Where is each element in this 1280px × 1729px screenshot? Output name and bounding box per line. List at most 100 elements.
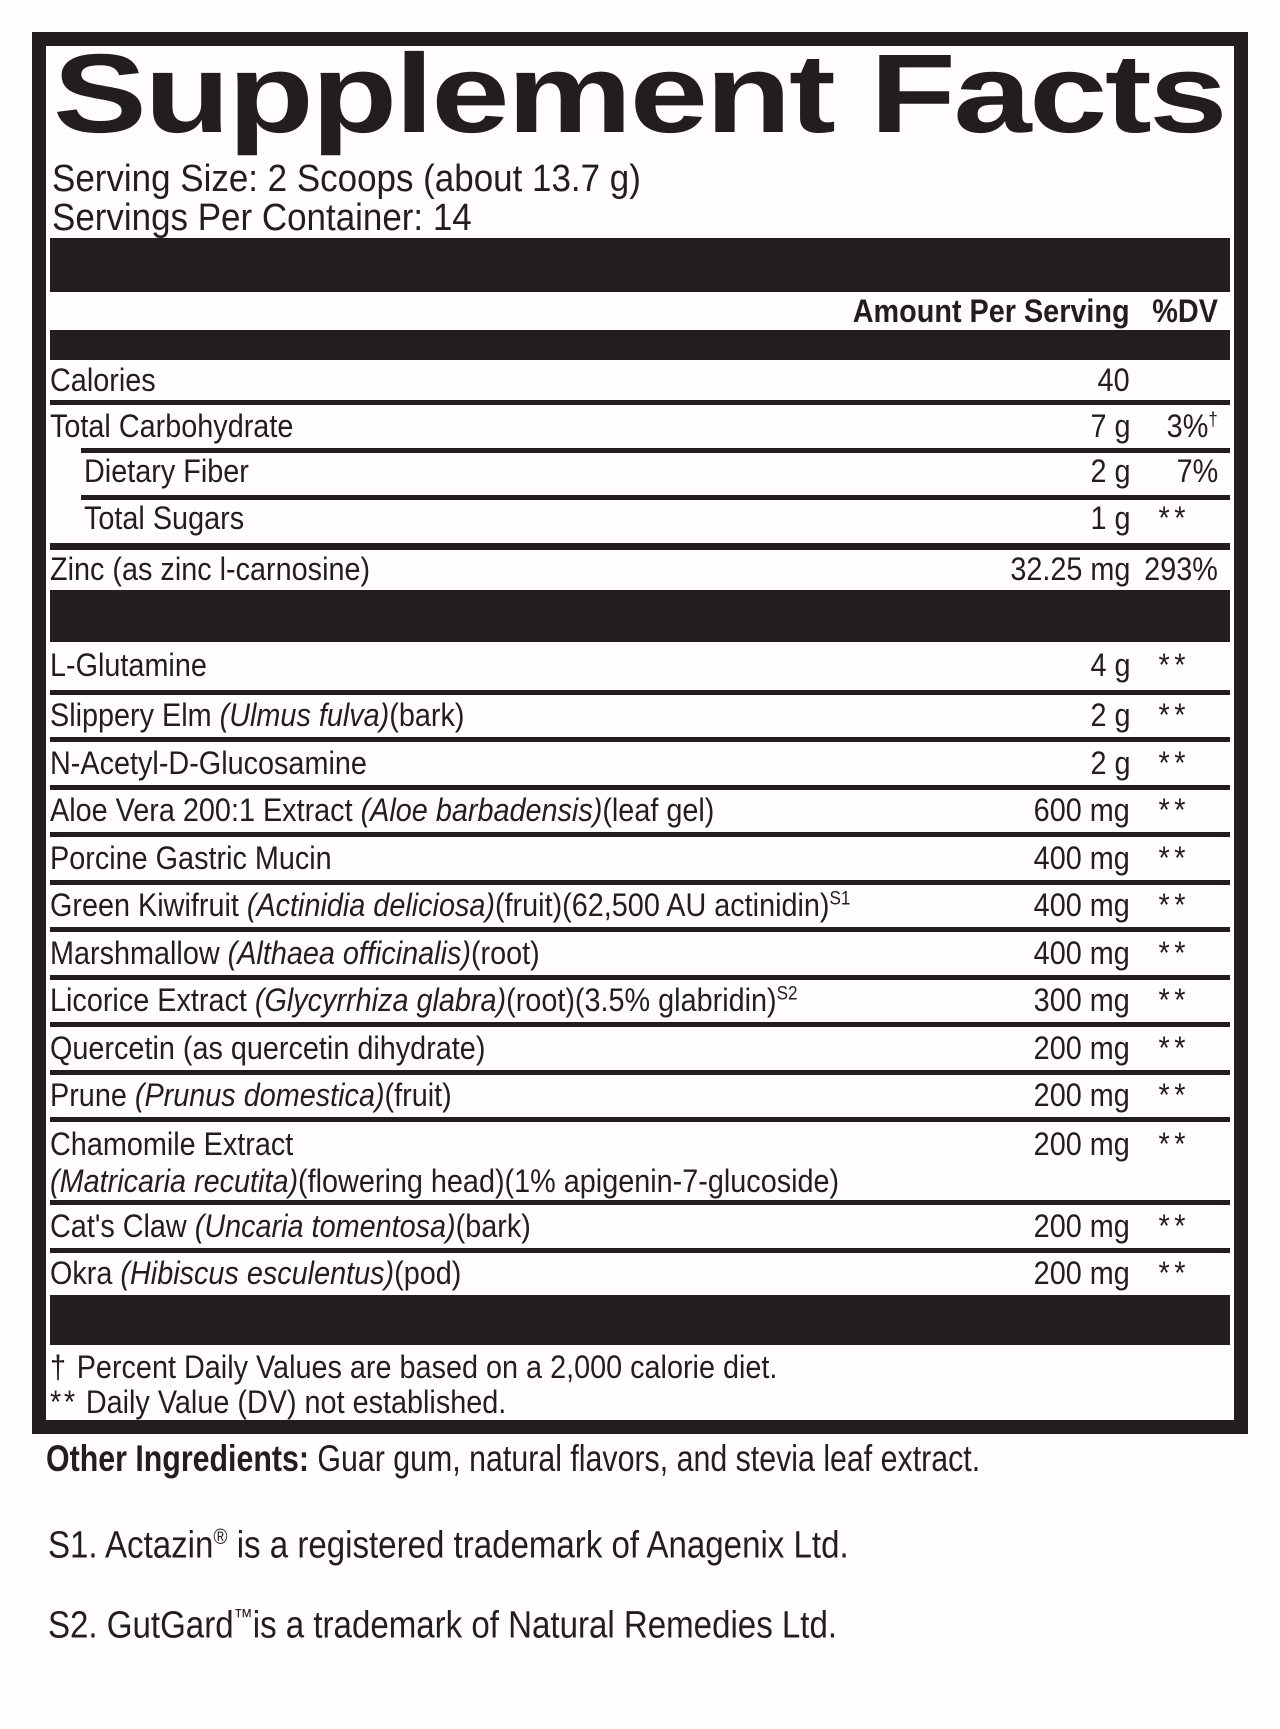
row-amount-text: 400 mg bbox=[1033, 887, 1130, 924]
row-label-text: L-Glutamine bbox=[50, 647, 207, 684]
row-dv-text: ** bbox=[1158, 1207, 1190, 1244]
label-text: S2 bbox=[776, 983, 798, 1005]
label-text: Chamomile Extract bbox=[50, 1126, 294, 1162]
label-text: (fruit) bbox=[384, 1077, 452, 1114]
table-row: Prune (Prunus domestica)(fruit) 200 mg ** bbox=[50, 1069, 1230, 1118]
row-dv-text: ** bbox=[1158, 1077, 1190, 1114]
row-amount: 400 mg bbox=[980, 887, 1130, 924]
row-dv-text: 293% bbox=[1144, 551, 1218, 588]
row-amount-text: 7 g bbox=[1089, 407, 1130, 444]
row-label: Porcine Gastric Mucin bbox=[50, 840, 980, 877]
label-text: L-Glutamine bbox=[50, 647, 207, 684]
row-dv bbox=[1130, 362, 1230, 399]
footnotes-divider-bar bbox=[50, 1295, 1230, 1345]
row-label-text: Marshmallow (Althaea officinalis)(root) bbox=[50, 935, 540, 972]
row-label-text: Chamomile Extract (Matricaria recutita)(f… bbox=[50, 1126, 839, 1200]
label-text: Aloe Vera 200:1 Extract bbox=[50, 792, 361, 829]
table-row: Total Sugars 1 g ** bbox=[50, 495, 1230, 543]
row-amount: 7 g bbox=[980, 408, 1130, 445]
row-amount: 600 mg bbox=[980, 792, 1130, 829]
table-row: Chamomile Extract (Matricaria recutita)(f… bbox=[50, 1117, 1230, 1200]
row-label-text: Quercetin (as quercetin dihydrate) bbox=[50, 1030, 485, 1067]
row-dv: ** bbox=[1130, 1208, 1230, 1245]
row-amount-text: 4 g bbox=[1089, 647, 1130, 684]
row-amount: 400 mg bbox=[980, 935, 1130, 972]
row-amount-text: 40 bbox=[1097, 361, 1130, 398]
label-text: S1 bbox=[829, 888, 851, 910]
row-amount: 400 mg bbox=[980, 840, 1130, 877]
row-amount: 40 bbox=[980, 362, 1130, 399]
row-dv-text: ** bbox=[1158, 887, 1190, 924]
table-row: Slippery Elm (Ulmus fulva)(bark) 2 g ** bbox=[50, 689, 1230, 738]
row-amount: 2 g bbox=[980, 697, 1130, 734]
label-text: Prune bbox=[50, 1077, 135, 1114]
row-dv-text: ** bbox=[1158, 934, 1190, 971]
row-dv-text: ** bbox=[1158, 647, 1190, 684]
trademark-note-s2: S2. GutGard™is a trademark of Natural Re… bbox=[48, 1604, 838, 1647]
row-dv: ** bbox=[1130, 887, 1230, 924]
row-label-text: Porcine Gastric Mucin bbox=[50, 840, 332, 877]
servings-per-container: Servings Per Container: 14 bbox=[52, 197, 472, 239]
row-label: Green Kiwifruit (Actinidia deliciosa)(fr… bbox=[50, 887, 980, 924]
row-label: Prune (Prunus domestica)(fruit) bbox=[50, 1077, 980, 1114]
serving-size: Serving Size: 2 Scoops (about 13.7 g) bbox=[52, 158, 641, 200]
serving-info: Serving Size: 2 Scoops (about 13.7 g) Se… bbox=[50, 160, 1230, 238]
row-amount-text: 400 mg bbox=[1033, 934, 1130, 971]
row-label: Zinc (as zinc l-carnosine) bbox=[50, 551, 980, 588]
row-dv: 293% bbox=[1130, 551, 1230, 588]
latin-name: (Uncaria tomentosa) bbox=[194, 1207, 456, 1244]
label-text: Dietary Fiber bbox=[84, 452, 249, 489]
row-dv: 3%† bbox=[1130, 408, 1230, 445]
row-amount-text: 2 g bbox=[1089, 697, 1130, 734]
row-dv-text: ** bbox=[1158, 744, 1190, 781]
table-row: Marshmallow (Althaea officinalis)(root) 4… bbox=[50, 927, 1230, 975]
row-dv-text: ** bbox=[1158, 982, 1190, 1019]
latin-name: (Aloe barbadensis) bbox=[360, 792, 603, 829]
row-dv-text: ** bbox=[1158, 500, 1190, 537]
panel-title: Supplement Facts bbox=[50, 46, 1230, 160]
row-dv-text: ** bbox=[1158, 697, 1190, 734]
row-dv-text: ** bbox=[1158, 1126, 1190, 1162]
label-text: (leaf gel) bbox=[602, 792, 715, 829]
row-dv: ** bbox=[1130, 647, 1230, 684]
footnotes: † Percent Daily Values are based on a 2,… bbox=[50, 1345, 1230, 1420]
row-dv: ** bbox=[1130, 500, 1230, 537]
row-dv-text: ** bbox=[1158, 839, 1190, 876]
row-dv: ** bbox=[1130, 745, 1230, 782]
label-text: Calories bbox=[50, 361, 156, 398]
row-label-text: Licorice Extract (Glycyrrhiza glabra)(ro… bbox=[50, 982, 798, 1019]
table-row: Aloe Vera 200:1 Extract (Aloe barbadensi… bbox=[50, 784, 1230, 833]
row-amount: 200 mg bbox=[980, 1077, 1130, 1114]
row-amount-text: 200 mg bbox=[1033, 1255, 1130, 1292]
label-text: (flowering head)(1% apigenin-7-glucoside… bbox=[298, 1163, 840, 1199]
label-text: Quercetin (as quercetin dihydrate) bbox=[50, 1029, 486, 1066]
row-amount: 200 mg bbox=[980, 1030, 1130, 1067]
row-dv-text: 7% bbox=[1176, 452, 1218, 489]
row-dv: ** bbox=[1130, 1030, 1230, 1067]
table-row: Licorice Extract (Glycyrrhiza glabra)(ro… bbox=[50, 974, 1230, 1023]
row-amount-text: 200 mg bbox=[1033, 1207, 1130, 1244]
section-bar-top bbox=[50, 238, 1230, 292]
row-amount-text: 2 g bbox=[1089, 452, 1130, 489]
table-row: L-Glutamine 4 g ** bbox=[50, 642, 1230, 690]
row-label: N-Acetyl-D-Glucosamine bbox=[50, 745, 980, 782]
label-text: (root) bbox=[470, 934, 540, 971]
row-label: Chamomile Extract (Matricaria recutita)(f… bbox=[50, 1126, 980, 1200]
label-text: Porcine Gastric Mucin bbox=[50, 839, 332, 876]
table-row: Dietary Fiber 2 g 7% bbox=[50, 447, 1230, 496]
row-label: Calories bbox=[50, 362, 980, 399]
other-ingredients: Other Ingredients: Guar gum, natural fla… bbox=[46, 1438, 981, 1479]
label-text: N-Acetyl-D-Glucosamine bbox=[50, 744, 367, 781]
header-divider-bar bbox=[50, 330, 1230, 360]
row-label: Total Sugars bbox=[50, 500, 980, 537]
label-text: Marshmallow bbox=[50, 934, 228, 971]
row-label-text: Zinc (as zinc l-carnosine) bbox=[50, 551, 370, 588]
row-dv-text: ** bbox=[1158, 792, 1190, 829]
row-label: Marshmallow (Althaea officinalis)(root) bbox=[50, 935, 980, 972]
table-row: N-Acetyl-D-Glucosamine 2 g ** bbox=[50, 737, 1230, 785]
row-amount-text: 1 g bbox=[1089, 500, 1130, 537]
label-text: Cat's Claw bbox=[50, 1207, 195, 1244]
row-amount: 200 mg bbox=[980, 1208, 1130, 1245]
label-text: (fruit)(62,500 AU actinidin) bbox=[494, 887, 830, 924]
